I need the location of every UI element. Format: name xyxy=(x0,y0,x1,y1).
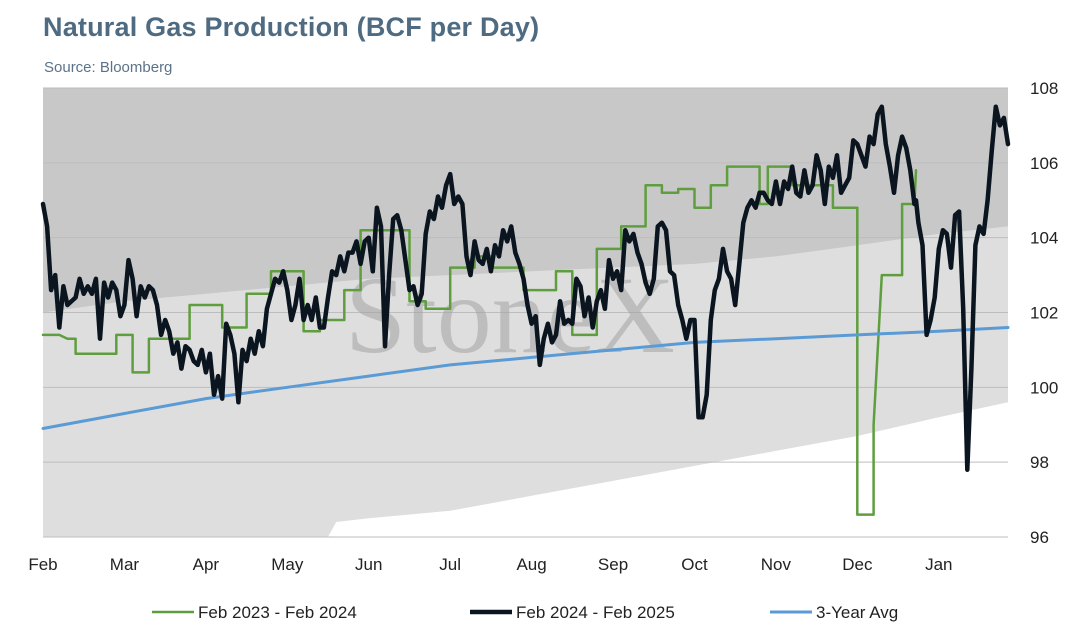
x-tick-label: Jan xyxy=(925,555,952,574)
y-tick-label: 102 xyxy=(1030,304,1058,323)
series-lines xyxy=(40,104,1011,516)
y-tick-label: 104 xyxy=(1030,229,1058,248)
gridlines xyxy=(43,87,1008,538)
y-tick-label: 106 xyxy=(1030,154,1058,173)
chart-title: Natural Gas Production (BCF per Day) xyxy=(43,12,540,42)
legend: Feb 2023 - Feb 2024 Feb 2024 - Feb 2025 3-… xyxy=(152,603,898,622)
legend-label: 3-Year Avg xyxy=(816,603,898,622)
legend-label: Feb 2023 - Feb 2024 xyxy=(198,603,357,622)
x-tick-label: May xyxy=(271,555,304,574)
x-tick-label: Sep xyxy=(598,555,628,574)
y-tick-label: 98 xyxy=(1030,453,1049,472)
y-tick-label: 108 xyxy=(1030,79,1058,98)
y-axis-ticks: 96 98 100 102 104 106 108 xyxy=(1030,79,1058,547)
x-tick-label: Dec xyxy=(842,555,873,574)
x-axis-ticks: Feb Mar Apr May Jun Jul Aug Sep Oct Nov Dec Jan xyxy=(28,555,952,574)
x-tick-label: Mar xyxy=(110,555,140,574)
x-tick-label: Jul xyxy=(439,555,461,574)
y-tick-label: 100 xyxy=(1030,378,1058,397)
watermark: StoneX xyxy=(345,254,675,376)
x-tick-label: Apr xyxy=(193,555,220,574)
series-line-2 xyxy=(41,326,1010,430)
series-line-1 xyxy=(40,104,1011,472)
chart-subtitle: Source: Bloomberg xyxy=(44,59,173,76)
y-tick-label: 96 xyxy=(1030,528,1049,547)
x-tick-label: Oct xyxy=(681,555,708,574)
legend-label: Feb 2024 - Feb 2025 xyxy=(516,603,675,622)
x-tick-label: Jun xyxy=(355,555,382,574)
x-tick-label: Aug xyxy=(516,555,546,574)
x-tick-label: Nov xyxy=(761,555,792,574)
range-band-inner xyxy=(43,226,1008,537)
x-tick-label: Feb xyxy=(28,555,57,574)
